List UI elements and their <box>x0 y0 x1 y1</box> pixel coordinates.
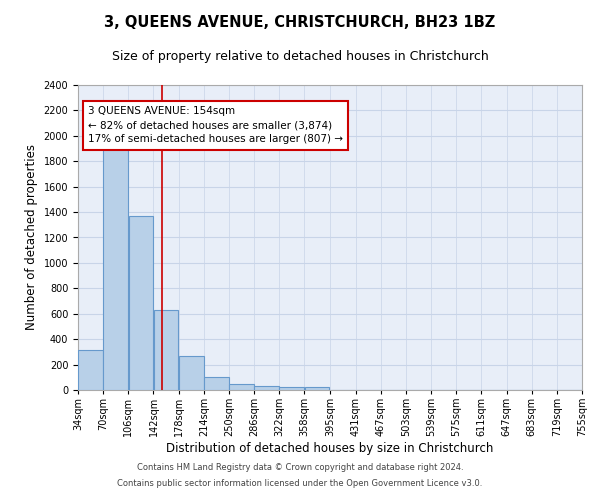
Bar <box>78 350 103 390</box>
Bar <box>128 216 154 390</box>
Bar <box>154 310 178 390</box>
Bar <box>305 388 329 390</box>
Y-axis label: Number of detached properties: Number of detached properties <box>25 144 38 330</box>
Bar <box>229 384 254 390</box>
Text: Contains public sector information licensed under the Open Government Licence v3: Contains public sector information licen… <box>118 478 482 488</box>
Text: 3, QUEENS AVENUE, CHRISTCHURCH, BH23 1BZ: 3, QUEENS AVENUE, CHRISTCHURCH, BH23 1BZ <box>104 15 496 30</box>
Text: Contains HM Land Registry data © Crown copyright and database right 2024.: Contains HM Land Registry data © Crown c… <box>137 464 463 472</box>
Text: Size of property relative to detached houses in Christchurch: Size of property relative to detached ho… <box>112 50 488 63</box>
Text: 3 QUEENS AVENUE: 154sqm
← 82% of detached houses are smaller (3,874)
17% of semi: 3 QUEENS AVENUE: 154sqm ← 82% of detache… <box>88 106 343 144</box>
Bar <box>254 386 279 390</box>
Bar <box>179 356 203 390</box>
X-axis label: Distribution of detached houses by size in Christchurch: Distribution of detached houses by size … <box>166 442 494 455</box>
Bar <box>280 387 304 390</box>
Bar <box>103 142 128 390</box>
Bar <box>204 378 229 390</box>
